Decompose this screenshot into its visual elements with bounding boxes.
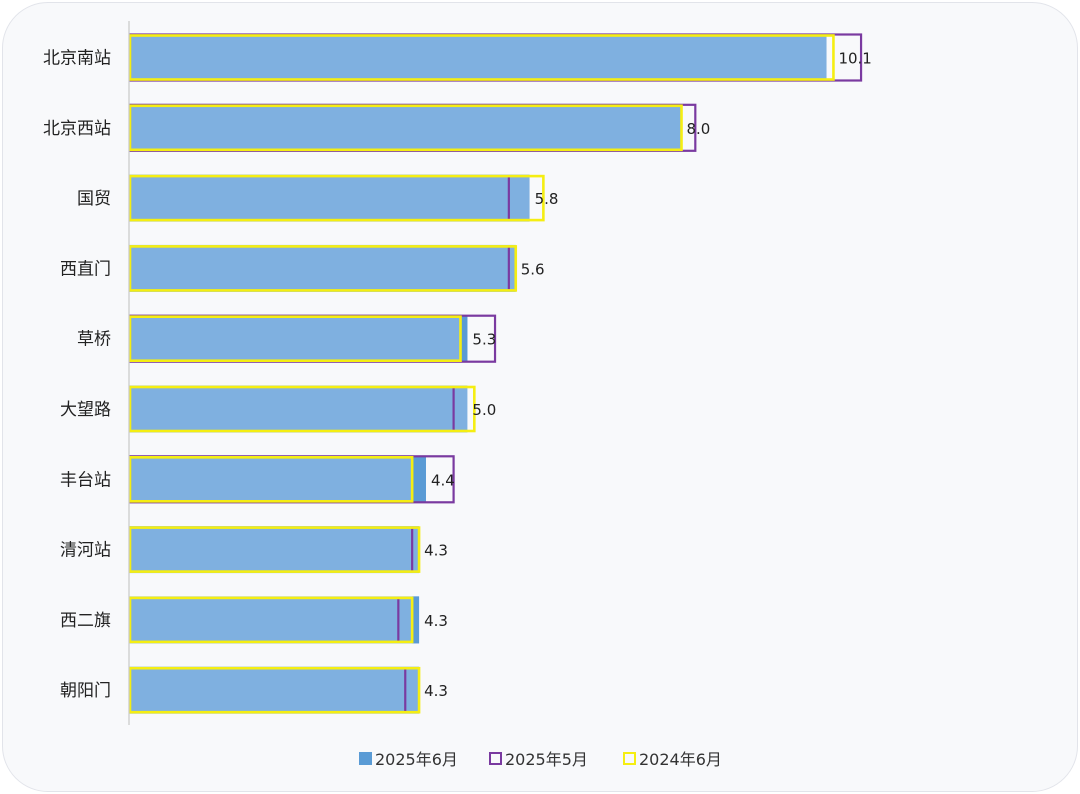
bar-2024-06-outline: [128, 315, 462, 363]
bar-2024-06-outline: [128, 526, 421, 573]
bar-2025-06: [129, 526, 420, 574]
bar-2025-06: [129, 666, 420, 714]
category-label: 北京西站: [43, 119, 111, 139]
data-label: 4.3: [424, 682, 448, 700]
category-label: 国贸: [77, 189, 111, 209]
category-label: 清河站: [60, 541, 111, 561]
bar-2024-06-outline: [128, 34, 835, 81]
category-label: 丰台站: [60, 470, 111, 490]
bar-2025-06: [129, 244, 516, 292]
bar-2024-06-outline: [128, 596, 414, 644]
legend-swatch: [489, 752, 502, 765]
legend-label: 2024年6月: [639, 750, 722, 769]
bar-2025-06: [129, 315, 468, 363]
data-label: 5.3: [472, 331, 496, 349]
category-label: 西直门: [60, 259, 111, 279]
bar-2024-06-outline: [128, 104, 683, 152]
bar-2025-06: [129, 596, 420, 644]
bar-2024-06-outline: [128, 385, 476, 433]
legend-label: 2025年5月: [505, 750, 588, 769]
bar-2025-06-gain: [412, 455, 426, 503]
bar-2025-06: [129, 385, 468, 433]
bar-2024-06-outline: [128, 245, 518, 292]
data-label: 5.8: [535, 190, 559, 208]
data-label: 8.0: [687, 120, 711, 138]
legend-swatch: [623, 752, 636, 765]
legend-swatch-2025-06: [359, 752, 372, 765]
category-label: 北京南站: [43, 49, 111, 69]
category-label: 草桥: [77, 330, 111, 350]
bar-2025-06: [129, 174, 530, 222]
bar-2025-06: [129, 34, 827, 81]
bar-2025-06-gain: [460, 315, 468, 363]
bar-2025-06: [129, 104, 682, 152]
bar-2024-06-outline: [128, 455, 414, 503]
bar-2024-06-outline: [128, 666, 421, 714]
data-label: 5.0: [472, 401, 496, 419]
bar-chart: 北京南站 10.1 北京西站 8.0 国贸 5.8 西直门 5.6 草桥 5.3 大望路 5.0 丰台站…: [43, 21, 872, 769]
data-label: 4.4: [431, 471, 455, 489]
category-label: 大望路: [60, 400, 111, 420]
bar-2025-06: [129, 455, 426, 503]
legend-label: 2025年6月: [375, 750, 458, 769]
category-label: 西二旗: [60, 611, 111, 631]
bar-2025-06-gain: [412, 596, 420, 644]
data-label: 10.1: [838, 50, 871, 68]
data-label: 5.6: [521, 260, 545, 278]
bar-2024-06-outline: [128, 174, 545, 222]
data-label: 4.3: [424, 542, 448, 560]
data-label: 4.3: [424, 612, 448, 630]
category-label: 朝阳门: [60, 681, 111, 701]
